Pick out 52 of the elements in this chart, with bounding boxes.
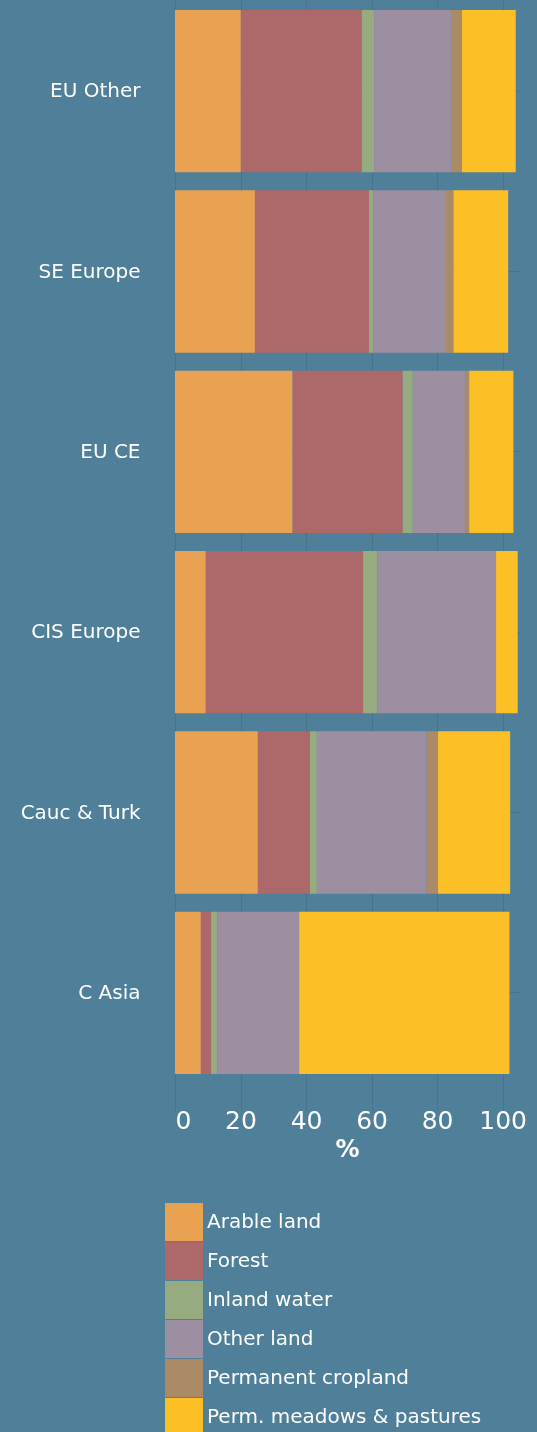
- x-tick-label: 20: [225, 1105, 257, 1135]
- bar: [200, 911, 212, 1074]
- bar: [461, 10, 516, 173]
- y-tick-label: CIS Europe: [31, 619, 141, 644]
- bar: [175, 10, 241, 173]
- x-tick-label: 80: [421, 1105, 454, 1135]
- y-tick-label: SE Europe: [38, 258, 141, 283]
- bar: [438, 731, 511, 894]
- bar: [402, 370, 413, 533]
- bar: [254, 190, 369, 353]
- x-tick-label: 40: [290, 1105, 323, 1135]
- legend-label: Permanent cropland: [207, 1365, 410, 1389]
- y-tick-label: EU Other: [50, 78, 142, 103]
- legend-label: Perm. meadows & pastures: [207, 1404, 482, 1428]
- bar: [451, 10, 462, 173]
- bar: [217, 911, 300, 1074]
- legend-label: Arable land: [207, 1209, 322, 1233]
- legend-label: Inland water: [207, 1287, 333, 1311]
- y-tick-label: EU CE: [80, 438, 141, 463]
- bar: [453, 190, 509, 353]
- x-tick-label: 100: [479, 1105, 527, 1135]
- bar: [175, 370, 293, 533]
- bar: [175, 911, 201, 1074]
- bar: [211, 911, 218, 1074]
- bar: [445, 190, 454, 353]
- bar: [368, 190, 374, 353]
- bar: [175, 190, 255, 353]
- bar: [496, 551, 518, 714]
- bar: [412, 370, 466, 533]
- bar: [175, 731, 258, 894]
- bar: [374, 10, 452, 173]
- legend-label: Other land: [207, 1326, 314, 1350]
- bar: [363, 551, 378, 714]
- bar: [426, 731, 439, 894]
- x-tick-label: 0: [175, 1105, 192, 1135]
- y-tick-label: Cauc & Turk: [20, 799, 141, 824]
- bar: [292, 370, 403, 533]
- bar: [373, 190, 446, 353]
- bar: [240, 10, 362, 173]
- bar: [205, 551, 364, 714]
- x-axis-title: %: [335, 1134, 360, 1163]
- x-tick-label: 60: [356, 1105, 388, 1135]
- bar: [257, 731, 310, 894]
- bar: [309, 731, 317, 894]
- y-tick-label: C Asia: [78, 979, 141, 1004]
- bar: [361, 10, 375, 173]
- bar: [299, 911, 510, 1074]
- bar: [316, 731, 427, 894]
- bar: [469, 370, 514, 533]
- legend-label: Forest: [207, 1248, 269, 1272]
- bar: [175, 551, 206, 714]
- bar: [377, 551, 497, 714]
